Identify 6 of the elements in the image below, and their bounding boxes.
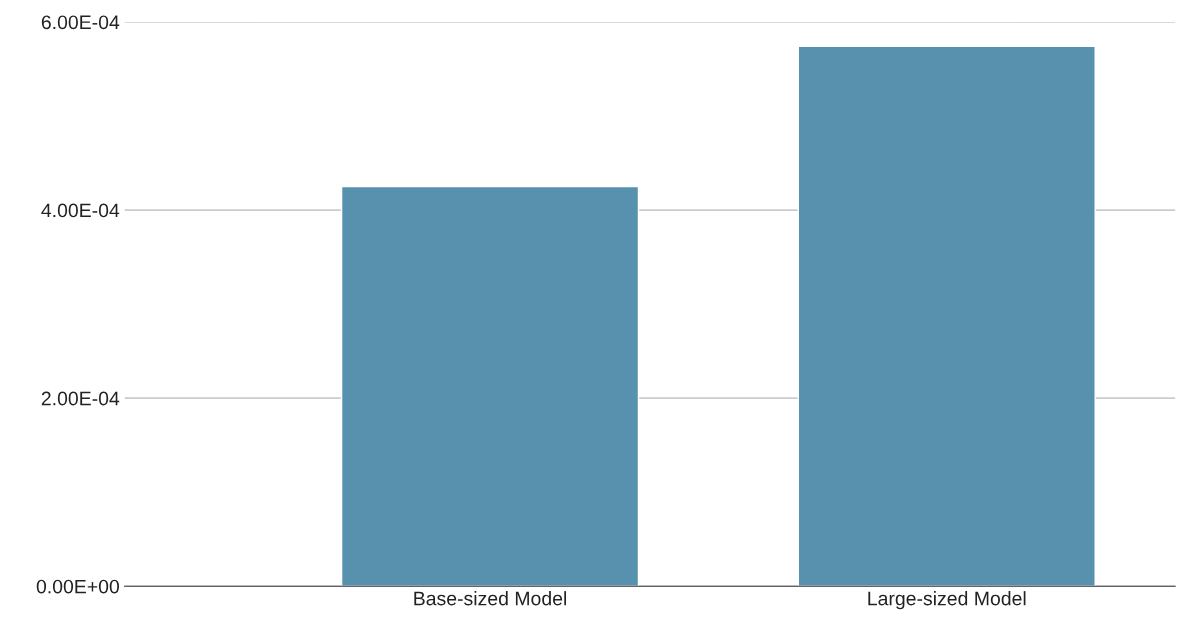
y-tick-label: 0.00E+00: [36, 579, 120, 594]
y-tick-label: 2.00E-04: [41, 391, 120, 406]
x-tick-label: Large-sized Model: [868, 591, 1026, 610]
y-tick-label: 6.00E-04: [41, 15, 120, 30]
x-tick-label: Base-sized Model: [414, 591, 566, 606]
y-tick-label: 4.00E-04: [41, 203, 120, 218]
